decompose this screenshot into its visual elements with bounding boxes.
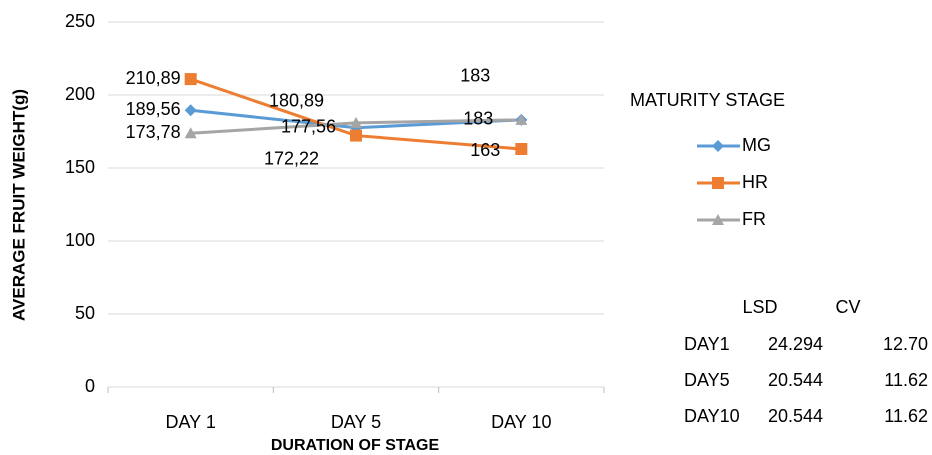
table-cell: 12.70 [883, 334, 928, 354]
marker [712, 177, 724, 189]
marker [712, 140, 724, 152]
marker [350, 116, 362, 128]
data-label: 183 [460, 66, 490, 86]
data-label: 189,56 [126, 99, 181, 119]
marker [515, 113, 528, 125]
marker [184, 127, 197, 139]
y-tick-label: 200 [65, 84, 95, 104]
table-cell: 11.62 [884, 406, 928, 426]
marker [350, 129, 362, 142]
x-tick-label: DAY 1 [165, 412, 215, 432]
legend-title: MATURITY STAGE [630, 90, 785, 110]
legend-label: HR [742, 172, 768, 192]
table-cell: 24.294 [768, 334, 823, 354]
table-cell: 20.544 [768, 370, 823, 390]
marker [184, 73, 197, 86]
data-label: 172,22 [264, 148, 319, 168]
x-tick-label: DAY 5 [331, 412, 381, 432]
data-label: 183 [463, 109, 493, 129]
table-cell: DAY5 [684, 370, 730, 390]
table-cell: 20.544 [768, 406, 823, 426]
y-tick-label: 50 [75, 303, 95, 323]
marker [184, 104, 197, 117]
y-tick-label: 150 [65, 157, 95, 177]
data-label: 210,89 [126, 68, 181, 88]
table-cell: DAY10 [684, 406, 740, 426]
table-header: LSD [742, 297, 777, 317]
legend-label: MG [742, 135, 771, 155]
table-cell: DAY1 [684, 334, 730, 354]
data-label: 177,56 [281, 117, 336, 137]
y-tick-label: 100 [65, 230, 95, 250]
table-cell: 11.62 [884, 370, 928, 390]
y-tick-label: 250 [65, 11, 95, 31]
data-label: 173,78 [126, 122, 181, 142]
legend-label: FR [742, 209, 766, 229]
x-tick-label: DAY 10 [491, 412, 551, 432]
x-axis-title: DURATION OF STAGE [271, 437, 440, 454]
data-label: 163 [470, 140, 500, 160]
marker [515, 143, 528, 156]
table-header: CV [835, 297, 860, 317]
y-tick-label: 0 [85, 376, 95, 396]
marker [712, 214, 724, 225]
data-label: 180,89 [269, 91, 324, 111]
y-axis-title: AVERAGE FRUIT WEIGHT(g) [9, 89, 28, 321]
